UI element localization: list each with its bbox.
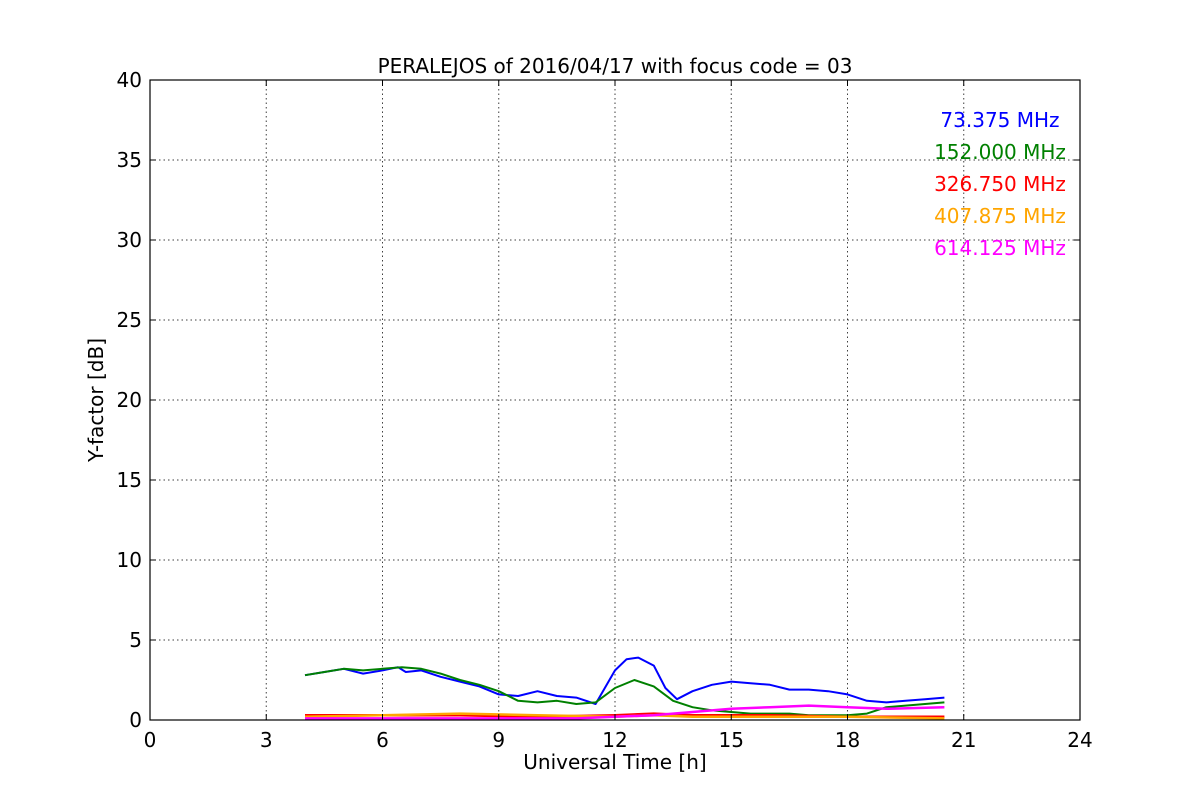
x-tick-label: 0 bbox=[144, 728, 157, 752]
x-tick-label: 15 bbox=[719, 728, 744, 752]
y-tick-label: 20 bbox=[117, 388, 142, 412]
y-tick-label: 40 bbox=[117, 68, 142, 92]
x-tick-label: 24 bbox=[1067, 728, 1092, 752]
x-tick-label: 12 bbox=[602, 728, 627, 752]
series-line-1 bbox=[304, 666, 945, 717]
x-tick-label: 18 bbox=[835, 728, 860, 752]
x-tick-label: 21 bbox=[951, 728, 976, 752]
y-tick-label: 30 bbox=[117, 228, 142, 252]
legend-entry-4: 614.125 MHz bbox=[934, 236, 1066, 260]
y-tick-label: 10 bbox=[117, 548, 142, 572]
axis-ticks: 0 3 6 9 12 15 18 21 24 0 5 10 15 20 25 30 35 40 bbox=[117, 68, 1093, 752]
y-tick-label: 35 bbox=[117, 148, 142, 172]
series-lines bbox=[304, 656, 945, 720]
series-line-0 bbox=[304, 656, 945, 705]
y-tick-label: 15 bbox=[117, 468, 142, 492]
y-tick-label: 25 bbox=[117, 308, 142, 332]
legend-entry-0: 73.375 MHz bbox=[940, 108, 1059, 132]
chart-title: PERALEJOS of 2016/04/17 with focus code … bbox=[378, 54, 853, 78]
legend-entry-2: 326.750 MHz bbox=[934, 172, 1066, 196]
legend-entry-1: 152.000 MHz bbox=[934, 140, 1066, 164]
series-line-4 bbox=[305, 704, 945, 720]
y-tick-label: 0 bbox=[129, 708, 142, 732]
x-tick-label: 3 bbox=[260, 728, 273, 752]
legend-entry-3: 407.875 MHz bbox=[934, 204, 1066, 228]
y-axis-label: Y-factor [dB] bbox=[84, 338, 108, 463]
x-tick-label: 6 bbox=[376, 728, 389, 752]
y-tick-label: 5 bbox=[129, 628, 142, 652]
x-axis-label: Universal Time [h] bbox=[523, 750, 706, 774]
x-tick-label: 9 bbox=[492, 728, 505, 752]
legend: 73.375 MHz 152.000 MHz 326.750 MHz 407.875 … bbox=[934, 108, 1066, 260]
